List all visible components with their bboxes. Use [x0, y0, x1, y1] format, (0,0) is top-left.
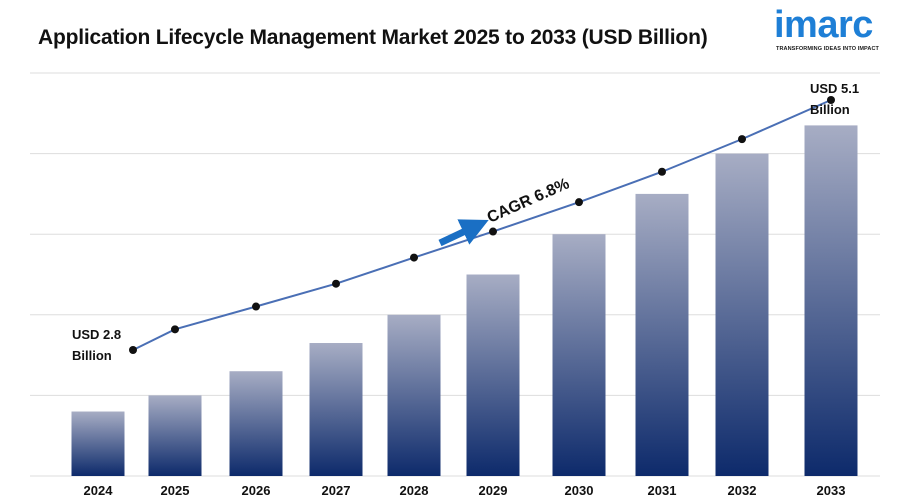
- trend-point-2026: [252, 302, 260, 311]
- bar-2032: [715, 153, 769, 476]
- bar-2028: [387, 314, 441, 476]
- imarc-logo: imarc TRANSFORMING IDEAS INTO IMPACT: [774, 4, 894, 56]
- trend-point-2031: [658, 167, 666, 176]
- trend-line: [129, 96, 835, 354]
- x-tick-label: 2030: [565, 483, 594, 498]
- trend-point-2032: [738, 135, 746, 144]
- bar-2033: [804, 125, 858, 476]
- cagr-arrow-icon: [438, 219, 489, 247]
- bar-2024: [71, 411, 125, 476]
- chart-title: Application Lifecycle Management Market …: [38, 26, 708, 49]
- bar-2027: [309, 343, 363, 476]
- end-value-label-line2: Billion: [810, 102, 850, 117]
- end-value-label-line1: USD 5.1: [810, 81, 859, 96]
- trend-point-2030: [575, 198, 583, 207]
- bar-2026: [229, 371, 283, 476]
- x-axis-ticks: 2024 2025 2026 2027 2028 2029 2030 2031 2032 2033: [84, 483, 846, 498]
- start-value-label-line1: USD 2.8: [72, 327, 121, 342]
- trend-polyline: [132, 99, 832, 351]
- bar-2029: [466, 274, 520, 476]
- x-tick-label: 2032: [728, 483, 757, 498]
- trend-point-2029: [489, 227, 497, 236]
- x-tick-label: 2033: [817, 483, 846, 498]
- bar-2025: [148, 395, 202, 476]
- x-tick-label: 2025: [161, 483, 190, 498]
- x-tick-label: 2027: [322, 483, 351, 498]
- start-value-label-line2: Billion: [72, 348, 112, 363]
- x-tick-label: 2031: [648, 483, 677, 498]
- trend-point-2024: [129, 346, 137, 354]
- trend-point-2025: [171, 325, 179, 334]
- bar-2030: [552, 234, 606, 476]
- trend-point-2033: [827, 96, 835, 104]
- bar-2031: [635, 193, 689, 476]
- x-tick-label: 2028: [400, 483, 429, 498]
- logo-wordmark: imarc: [774, 4, 873, 46]
- x-tick-label: 2026: [242, 483, 271, 498]
- trend-point-2028: [410, 253, 418, 262]
- cagr-annotation: CAGR 6.8%: [438, 175, 572, 247]
- x-tick-label: 2029: [479, 483, 508, 498]
- logo-tagline: TRANSFORMING IDEAS INTO IMPACT: [776, 46, 880, 52]
- x-tick-label: 2024: [84, 483, 114, 498]
- trend-point-2027: [332, 279, 340, 288]
- bars: [71, 125, 858, 476]
